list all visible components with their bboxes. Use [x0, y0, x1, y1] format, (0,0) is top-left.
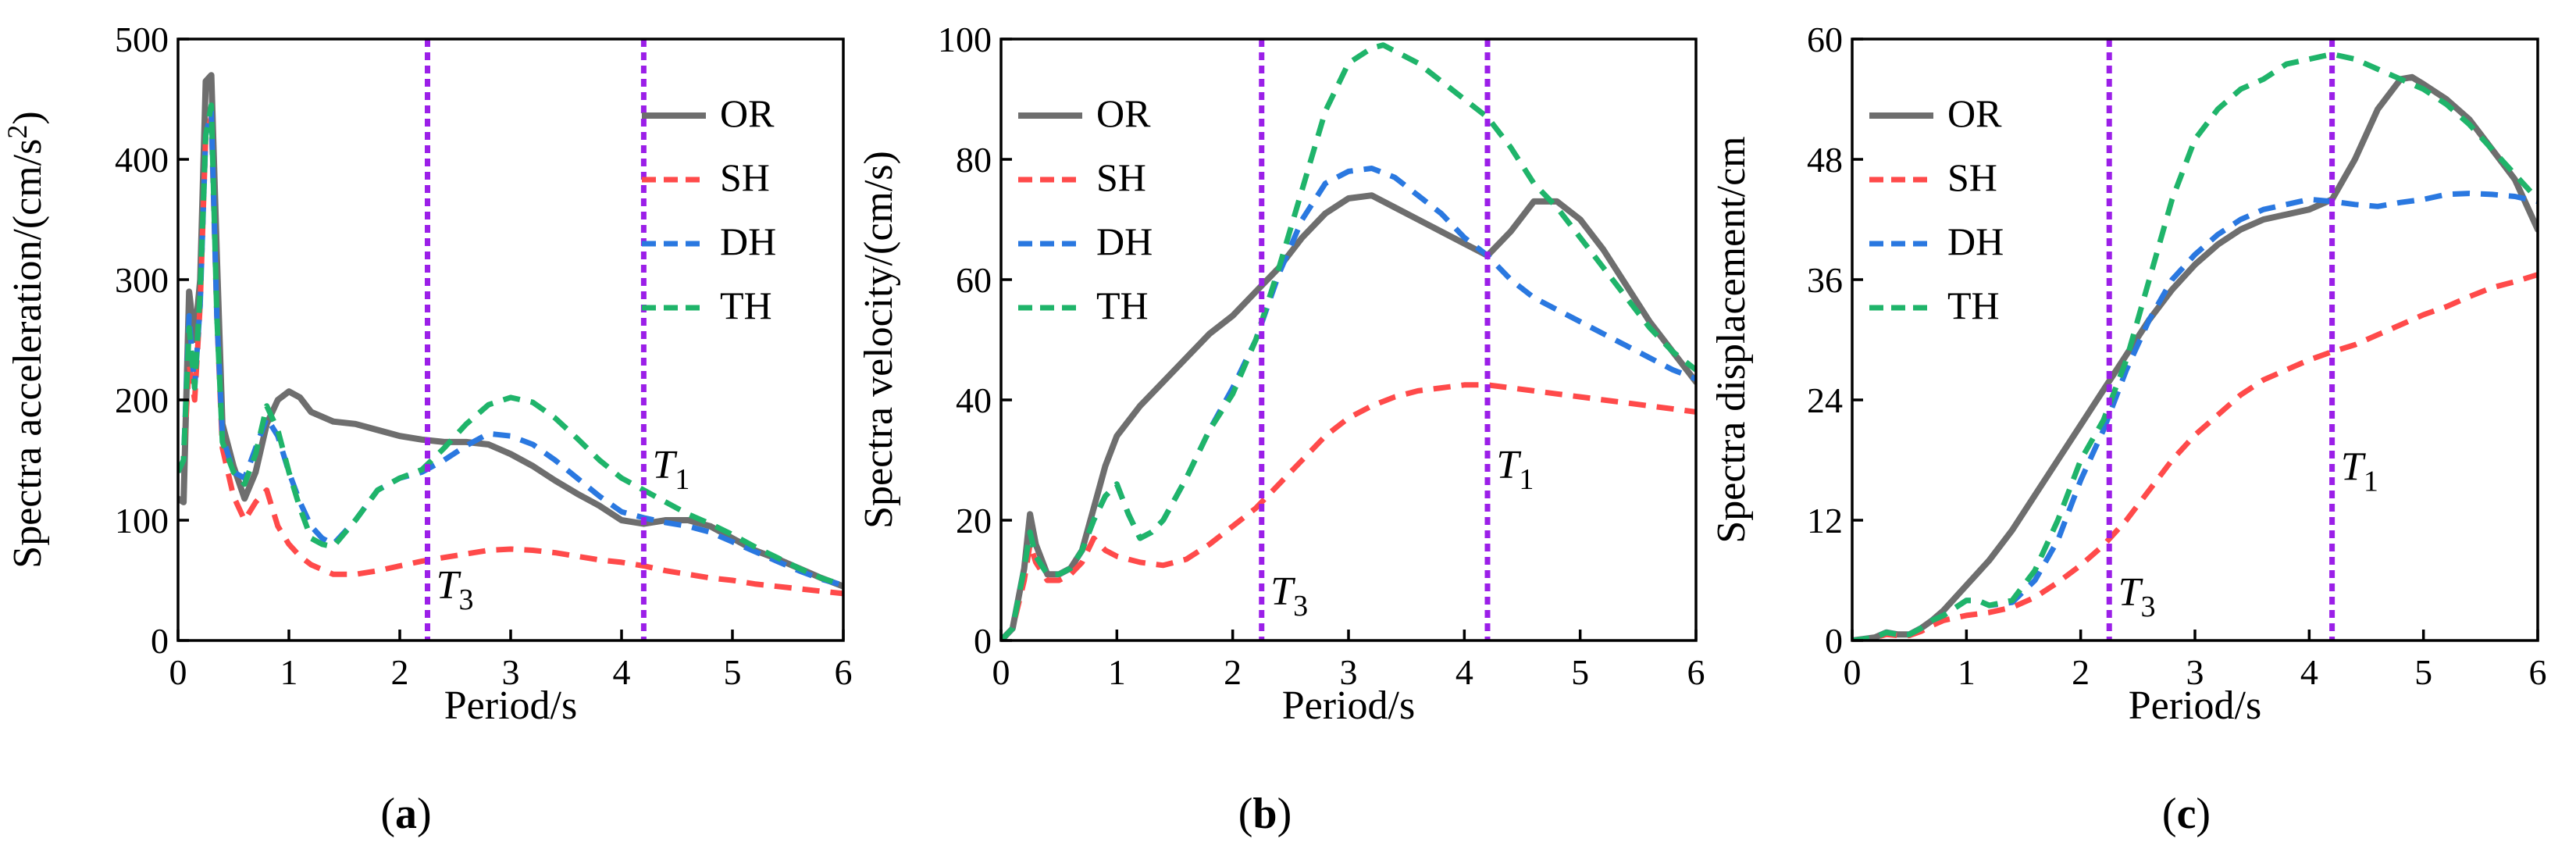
y-tick-label: 200: [115, 380, 169, 420]
series-line-or: [1852, 73, 2538, 640]
series-line-th: [178, 102, 843, 588]
series-line-sh: [1852, 272, 2538, 640]
y-tick-label: 40: [956, 380, 992, 420]
legend-label-dh: DH: [1947, 219, 2004, 263]
series-line-sh: [178, 114, 843, 597]
series-line-dh: [178, 108, 843, 588]
x-tick-label: 5: [724, 652, 742, 692]
y-tick-label: 0: [151, 621, 169, 661]
legend-label-th: TH: [1096, 284, 1149, 327]
y-tick-label: 400: [115, 140, 169, 180]
x-tick-label: 3: [1340, 652, 1358, 692]
x-tick-label: 0: [1844, 652, 1862, 692]
y-tick-label: 60: [956, 260, 992, 300]
panel-label: (a): [380, 790, 431, 838]
marker-label-t3: T3: [436, 563, 474, 616]
x-axis-title: Period/s: [1282, 683, 1415, 728]
y-axis-title: Spectra velocity/(cm/s): [857, 151, 901, 529]
x-tick-label: 1: [1108, 652, 1126, 692]
x-tick-label: 4: [1455, 652, 1473, 692]
marker-label-t3: T3: [1270, 569, 1308, 623]
legend: OR SH DH TH: [1018, 91, 1153, 327]
y-tick-label: 24: [1807, 380, 1843, 420]
legend-label-th: TH: [720, 284, 772, 327]
x-tick-label: 5: [1571, 652, 1589, 692]
marker-label-t3: T3: [2118, 570, 2156, 623]
x-tick-label: 0: [992, 652, 1010, 692]
x-tick-label: 4: [2300, 652, 2318, 692]
y-tick-label: 12: [1807, 501, 1843, 541]
x-tick-label: 6: [1687, 652, 1705, 692]
legend-label-dh: DH: [720, 219, 776, 263]
marker-label-t1: T1: [1496, 443, 1534, 496]
x-tick-label: 0: [169, 652, 187, 692]
marker-label-t1: T1: [653, 443, 690, 496]
x-tick-label: 1: [1958, 652, 1976, 692]
x-tick-label: 5: [2414, 652, 2432, 692]
legend: OR SH DH TH: [642, 91, 776, 327]
y-tick-label: 500: [115, 20, 169, 59]
y-axis-title: Spectra acceleration/(cm/s2): [2, 111, 50, 568]
x-tick-label: 1: [280, 652, 298, 692]
x-tick-label: 6: [835, 652, 853, 692]
x-tick-label: 4: [613, 652, 631, 692]
series-line-or: [178, 72, 843, 590]
legend-label-sh: SH: [1096, 155, 1146, 199]
x-tick-label: 6: [2529, 652, 2547, 692]
y-tick-label: 20: [956, 501, 992, 541]
legend-label-sh: SH: [1947, 155, 1997, 199]
legend-label-or: OR: [720, 91, 775, 135]
y-tick-label: 0: [974, 621, 992, 661]
marker-label-t1: T1: [2341, 445, 2378, 498]
x-axis-title: Period/s: [2129, 683, 2261, 728]
legend: OR SH DH TH: [1869, 91, 2004, 327]
y-tick-label: 60: [1807, 20, 1843, 59]
legend-label-sh: SH: [720, 155, 770, 199]
x-tick-label: 3: [502, 652, 520, 692]
series-line-th: [1852, 51, 2538, 640]
y-tick-label: 100: [115, 501, 169, 541]
y-tick-label: 0: [1825, 621, 1843, 661]
legend-label-th: TH: [1947, 284, 2000, 327]
y-tick-label: 48: [1807, 140, 1843, 180]
chart-panel-a: T3 T1 0 1 2 3 4 5 6 0 100 200 300 400 500 Period/s Spect…: [2, 20, 853, 838]
series-line-dh: [1852, 191, 2538, 640]
legend-label-or: OR: [1096, 91, 1151, 135]
y-tick-label: 80: [956, 140, 992, 180]
y-tick-label: 36: [1807, 260, 1843, 300]
y-axis-title: Spectra displacement/cm: [1709, 136, 1754, 543]
legend-label-dh: DH: [1096, 219, 1153, 263]
x-tick-label: 2: [2072, 652, 2090, 692]
legend-label-or: OR: [1947, 91, 2002, 135]
panel-label: (c): [2162, 790, 2211, 838]
y-tick-label: 300: [115, 260, 169, 300]
series-line-th: [1001, 42, 1696, 640]
x-tick-label: 2: [1224, 652, 1242, 692]
x-tick-label: 2: [391, 652, 409, 692]
x-tick-label: 3: [2186, 652, 2204, 692]
panel-label: (b): [1238, 790, 1292, 838]
x-axis-title: Period/s: [444, 683, 577, 728]
series-line-sh: [1001, 382, 1696, 640]
y-tick-label: 100: [938, 20, 992, 59]
